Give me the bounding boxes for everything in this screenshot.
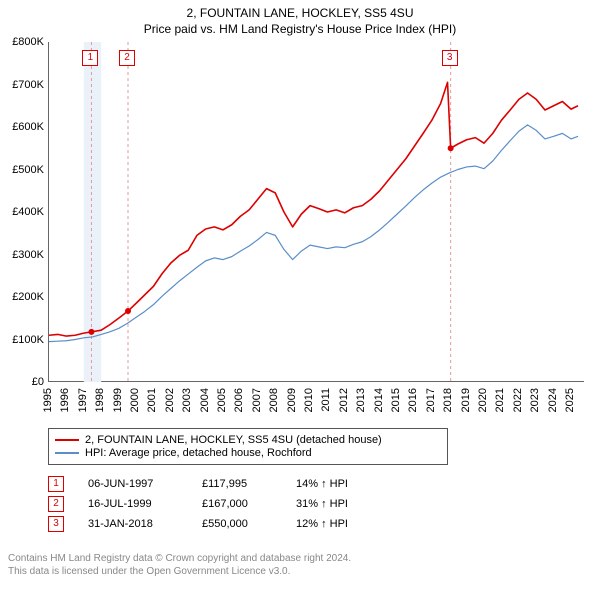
x-tick-label: 2008 xyxy=(268,388,280,412)
y-tick-label: £300K xyxy=(0,249,44,261)
x-tick-label: 2024 xyxy=(547,388,559,412)
y-tick-label: £400K xyxy=(0,206,44,218)
y-tick-label: £600K xyxy=(0,121,44,133)
x-tick-label: 2002 xyxy=(164,388,176,412)
legend-item-property: 2, FOUNTAIN LANE, HOCKLEY, SS5 4SU (deta… xyxy=(55,434,441,446)
x-tick-label: 1999 xyxy=(112,388,124,412)
sale-marker-2: 2 xyxy=(119,50,135,66)
x-tick-label: 2005 xyxy=(216,388,228,412)
event-price: £117,995 xyxy=(202,478,272,490)
y-tick-label: £700K xyxy=(0,79,44,91)
footer-line2: This data is licensed under the Open Gov… xyxy=(8,565,351,578)
x-tick-label: 2025 xyxy=(564,388,576,412)
y-tick-label: £500K xyxy=(0,164,44,176)
event-date: 16-JUL-1999 xyxy=(88,498,178,510)
event-marker: 3 xyxy=(48,516,64,532)
x-tick-label: 2003 xyxy=(181,388,193,412)
y-tick-label: £800K xyxy=(0,36,44,48)
event-pct: 31% ↑ HPI xyxy=(296,498,366,510)
legend-swatch-property xyxy=(55,439,79,441)
event-marker: 1 xyxy=(48,476,64,492)
legend-box: 2, FOUNTAIN LANE, HOCKLEY, SS5 4SU (deta… xyxy=(48,428,448,465)
event-pct: 12% ↑ HPI xyxy=(296,518,366,530)
event-price: £550,000 xyxy=(202,518,272,530)
price-chart-container: { "title": "2, FOUNTAIN LANE, HOCKLEY, S… xyxy=(0,0,600,590)
x-tick-label: 2014 xyxy=(373,388,385,412)
x-tick-label: 2010 xyxy=(303,388,315,412)
legend-label-property: 2, FOUNTAIN LANE, HOCKLEY, SS5 4SU (deta… xyxy=(85,434,382,446)
x-tick-label: 2007 xyxy=(251,388,263,412)
x-tick-label: 2011 xyxy=(320,388,332,412)
x-tick-label: 2001 xyxy=(146,388,158,412)
event-price: £167,000 xyxy=(202,498,272,510)
x-tick-label: 2021 xyxy=(494,388,506,412)
footer-line1: Contains HM Land Registry data © Crown c… xyxy=(8,552,351,565)
x-tick-label: 1997 xyxy=(77,388,89,412)
event-row: 3 31-JAN-2018 £550,000 12% ↑ HPI xyxy=(48,516,366,532)
chart-plot-area xyxy=(48,42,584,382)
x-tick-label: 2009 xyxy=(286,388,298,412)
x-tick-label: 2013 xyxy=(355,388,367,412)
x-tick-label: 2020 xyxy=(477,388,489,412)
x-tick-label: 2018 xyxy=(442,388,454,412)
x-tick-label: 2006 xyxy=(233,388,245,412)
legend-swatch-hpi xyxy=(55,452,79,454)
legend-label-hpi: HPI: Average price, detached house, Roch… xyxy=(85,447,312,459)
x-tick-label: 2015 xyxy=(390,388,402,412)
y-tick-label: £0 xyxy=(0,376,44,388)
x-tick-label: 2023 xyxy=(529,388,541,412)
x-tick-label: 2019 xyxy=(460,388,472,412)
chart-svg xyxy=(49,42,585,382)
x-tick-label: 1998 xyxy=(94,388,106,412)
events-table: 1 06-JUN-1997 £117,995 14% ↑ HPI 2 16-JUL-199… xyxy=(48,472,366,536)
x-tick-label: 2016 xyxy=(407,388,419,412)
event-date: 31-JAN-2018 xyxy=(88,518,178,530)
legend-item-hpi: HPI: Average price, detached house, Roch… xyxy=(55,447,441,459)
y-tick-label: £200K xyxy=(0,291,44,303)
x-tick-label: 1995 xyxy=(42,388,54,412)
footer-attribution: Contains HM Land Registry data © Crown c… xyxy=(8,552,351,578)
sale-marker-1: 1 xyxy=(82,50,98,66)
event-row: 2 16-JUL-1999 £167,000 31% ↑ HPI xyxy=(48,496,366,512)
event-marker: 2 xyxy=(48,496,64,512)
event-row: 1 06-JUN-1997 £117,995 14% ↑ HPI xyxy=(48,476,366,492)
x-tick-label: 2004 xyxy=(199,388,211,412)
x-tick-label: 2012 xyxy=(338,388,350,412)
x-tick-label: 2017 xyxy=(425,388,437,412)
x-tick-label: 1996 xyxy=(59,388,71,412)
chart-title: 2, FOUNTAIN LANE, HOCKLEY, SS5 4SU xyxy=(0,0,600,20)
x-tick-label: 2000 xyxy=(129,388,141,412)
y-tick-label: £100K xyxy=(0,334,44,346)
sale-marker-3: 3 xyxy=(442,50,458,66)
event-pct: 14% ↑ HPI xyxy=(296,478,366,490)
event-date: 06-JUN-1997 xyxy=(88,478,178,490)
x-tick-label: 2022 xyxy=(512,388,524,412)
chart-subtitle: Price paid vs. HM Land Registry's House … xyxy=(0,20,600,36)
